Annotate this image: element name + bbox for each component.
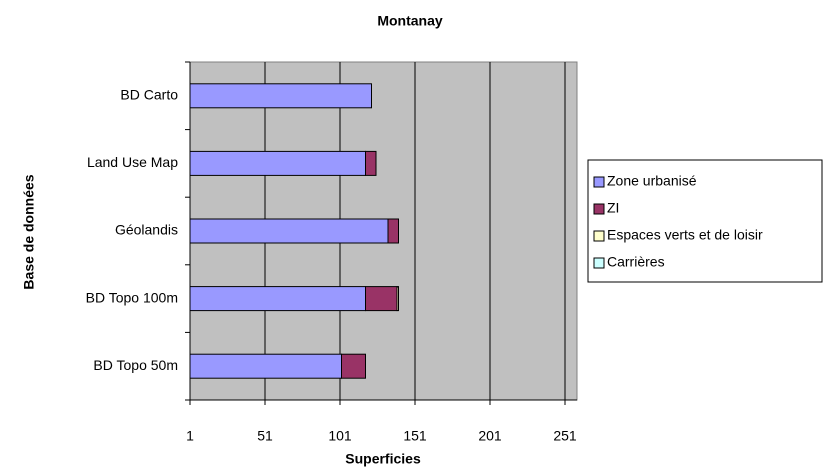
x-axis-title: Superficies bbox=[345, 451, 421, 467]
legend-swatch bbox=[593, 176, 605, 188]
y-tick-label: BD Topo 100m bbox=[86, 289, 178, 305]
x-tick-label: 1 bbox=[186, 428, 194, 444]
chart-title: Montanay bbox=[377, 13, 443, 29]
legend-label: Zone urbanisé bbox=[607, 173, 697, 189]
x-tick-label: 201 bbox=[478, 428, 502, 444]
legend-box bbox=[587, 159, 823, 283]
legend-label: Carrières bbox=[607, 254, 665, 270]
x-tick-label: 101 bbox=[328, 428, 352, 444]
y-tick-label: BD Carto bbox=[120, 87, 178, 103]
bar-segment bbox=[396, 286, 399, 312]
bar-segment bbox=[365, 286, 398, 312]
bar-segment bbox=[387, 218, 399, 244]
x-tick-label: 251 bbox=[553, 428, 577, 444]
y-tick-label: Land Use Map bbox=[87, 154, 178, 170]
legend-label: Espaces verts et de loisir bbox=[607, 227, 763, 243]
bar-segment bbox=[189, 150, 366, 176]
bar-segment bbox=[365, 150, 377, 176]
legend-swatch bbox=[593, 257, 605, 269]
legend-swatch bbox=[593, 203, 605, 215]
bar-segment bbox=[189, 218, 389, 244]
bar-segment bbox=[189, 286, 366, 312]
bar-segment bbox=[189, 353, 342, 379]
bar-segment bbox=[341, 353, 366, 379]
x-tick-label: 51 bbox=[257, 428, 273, 444]
y-tick-label: Géolandis bbox=[115, 222, 178, 238]
y-axis-title: Base de données bbox=[21, 174, 37, 289]
y-tick-label: BD Topo 50m bbox=[93, 357, 178, 373]
legend-label: ZI bbox=[607, 200, 619, 216]
x-tick-label: 151 bbox=[403, 428, 427, 444]
legend-swatch bbox=[593, 230, 605, 242]
bar-segment bbox=[189, 83, 372, 109]
